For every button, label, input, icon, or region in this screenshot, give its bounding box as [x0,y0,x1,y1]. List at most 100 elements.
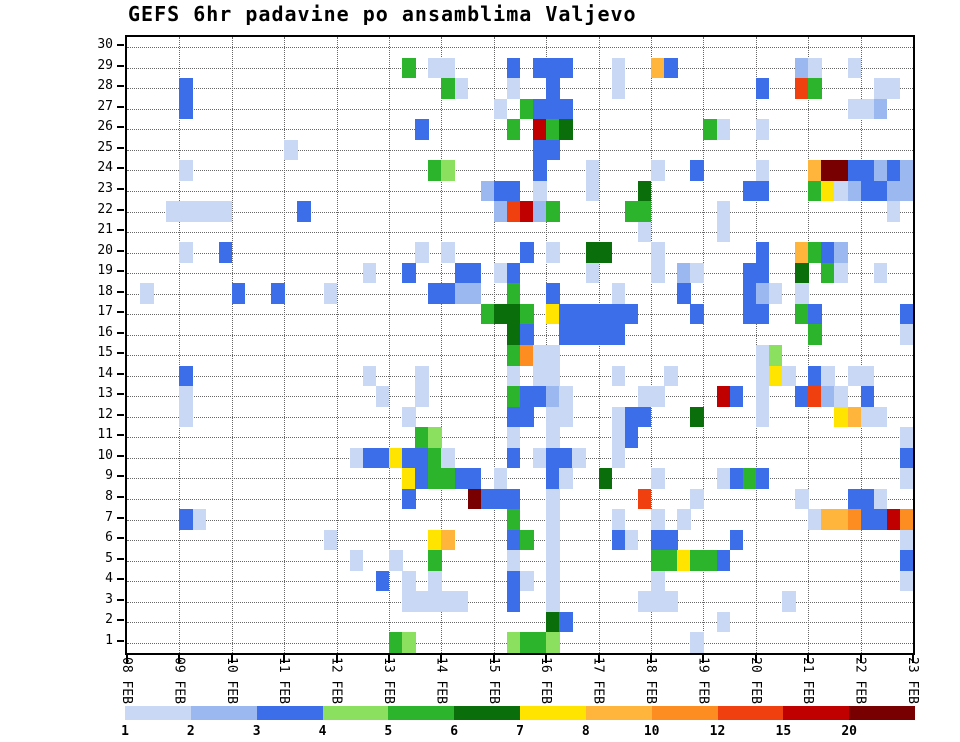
precip-cell [506,303,521,325]
y-tick-label: 22 [97,201,113,217]
precip-cell [664,365,678,387]
precip-cell [860,386,875,407]
precip-cell [755,345,770,366]
precip-cell [690,303,704,325]
precip-cell [297,201,311,222]
precip-cell [598,468,613,489]
precip-cell [428,550,442,571]
precip-cell [651,57,665,79]
y-tick-mark [117,537,124,540]
precip-cell [506,201,521,222]
y-tick-label: 29 [97,57,113,73]
precip-cell [402,591,416,612]
precip-cell [506,180,521,202]
precip-cell [493,468,508,489]
precip-cell [467,283,482,304]
precip-cell [664,591,678,612]
precip-cell [428,468,442,489]
precip-cell [506,57,521,79]
precip-cell [795,242,809,263]
precip-cell [533,57,547,79]
precip-cell [454,468,469,489]
precip-cell [415,591,429,612]
precip-cell [808,303,822,325]
y-tick-mark [117,352,124,355]
precip-cell [873,98,888,120]
precip-cell [860,509,875,530]
precip-cell [415,386,429,407]
precip-cell [572,303,586,325]
precip-cell [677,550,691,571]
y-tick-label: 3 [105,591,113,607]
precip-cell [808,57,822,79]
precip-cell [768,365,783,387]
precip-cell [624,529,639,551]
y-tick-label: 8 [105,489,113,504]
precip-cell [441,447,455,469]
precip-cell [585,160,600,181]
precip-cell [546,345,560,366]
precip-cell [546,57,560,79]
colorbar-label: 4 [318,724,327,739]
precip-cell [847,365,862,387]
y-tick-label: 26 [97,119,113,135]
precip-cell [506,262,521,284]
precip-cell [834,180,848,202]
precip-cell [520,345,534,366]
precip-cell [533,365,547,387]
precip-cell [375,447,390,469]
precip-cell [755,180,770,202]
precip-cell [611,447,626,469]
precip-cell [533,119,547,140]
precip-cell [795,488,809,510]
precip-cell [873,406,888,428]
precip-cell [546,632,560,653]
precip-cell [808,242,822,263]
precip-cell [834,509,848,530]
precip-cell [664,529,678,551]
precip-cell [598,324,613,345]
colorbar-segment [256,706,323,720]
precip-cell [585,180,600,202]
precip-cell [637,221,652,243]
grid-line-vertical [231,37,233,653]
precip-cell [480,488,495,510]
precip-cell [690,632,704,653]
precip-cell [611,78,626,99]
grid-line-vertical [493,37,495,653]
precip-cell [179,201,193,222]
precip-cell [611,529,626,551]
precip-cell [742,180,757,202]
precip-cell [415,468,429,489]
x-tick-label: 18 FEB [643,657,658,704]
grid-line-vertical [598,37,600,653]
precip-cell [860,180,875,202]
precip-cell [454,591,469,612]
x-tick-label: 12 FEB [328,657,344,704]
x-tick-label: 08 FEB [119,657,134,704]
precip-cell [755,262,770,284]
precip-cell [428,529,442,551]
precip-cell [755,386,770,407]
precip-cell [140,283,154,304]
precip-cell [860,98,875,120]
x-tick-label: 14 FEB [433,657,449,704]
precip-cell [860,365,875,387]
x-tick-label: 22 FEB [852,657,868,704]
precip-cell [821,365,835,387]
precip-cell [389,632,403,653]
colorbar-label: 10 [643,724,660,739]
x-tick-mark [178,655,181,663]
precip-cell [755,242,770,263]
chart-title: GEFS 6hr padavine po ansamblima Valjevo [128,2,637,26]
y-tick-mark [117,413,124,416]
colorbar-segment [520,706,587,720]
colorbar: 1 2 3 4 5 6 7 8 10 12 15 20 [121,706,916,742]
y-tick-mark [117,619,124,622]
precip-cell [755,468,770,489]
y-tick-label: 25 [97,139,113,155]
precip-cell [493,262,508,284]
precip-cell [441,57,455,79]
y-tick-mark [117,126,124,129]
colorbar-label: 15 [775,724,792,739]
